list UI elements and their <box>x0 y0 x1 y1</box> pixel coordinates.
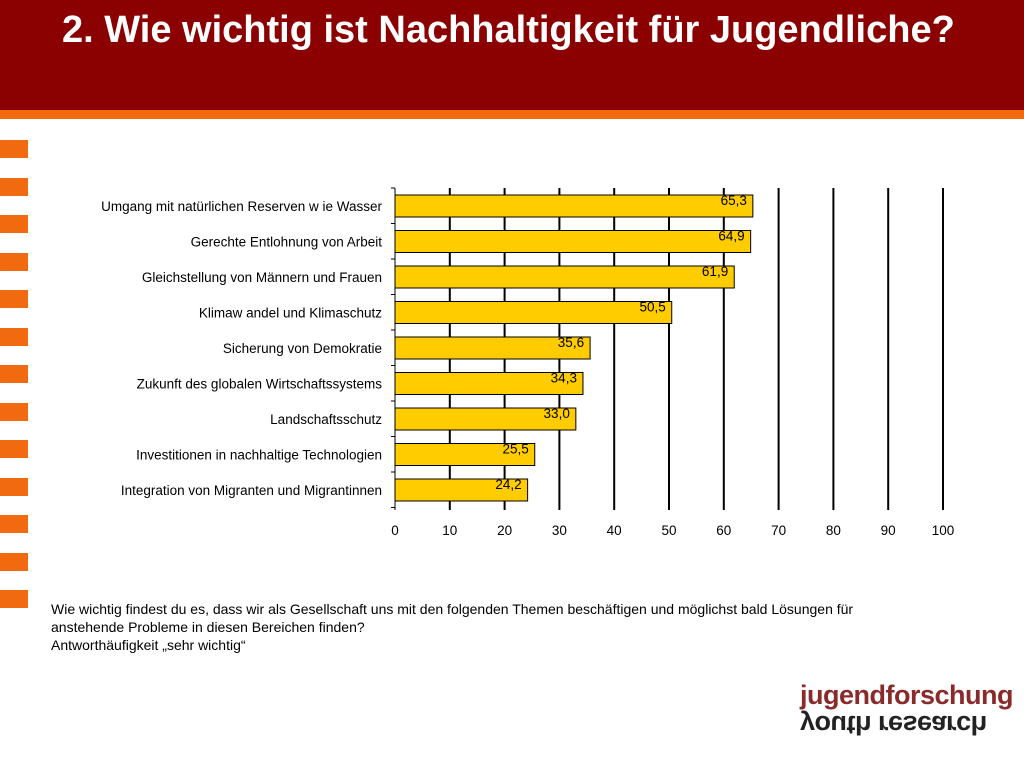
data-label: 35,6 <box>558 335 584 350</box>
x-tick-label: 90 <box>881 523 896 538</box>
bar <box>394 301 673 324</box>
page-title: 2. Wie wichtig ist Nachhaltigkeit für Ju… <box>62 9 955 51</box>
data-label: 25,5 <box>502 442 528 457</box>
bar <box>394 265 735 289</box>
title-banner <box>0 0 1024 110</box>
category-label: Gerechte Entlohnung von Arbeit <box>191 235 383 250</box>
decorative-square <box>0 290 28 308</box>
bar <box>394 478 529 502</box>
category-label: Investitionen in nachhaltige Technologie… <box>136 448 382 463</box>
decorative-square <box>0 552 28 571</box>
logo-text-top: jugendforschung <box>800 680 1013 710</box>
x-tick-label: 60 <box>716 523 731 538</box>
decorative-square <box>0 402 28 421</box>
category-label: Umgang mit natürlichen Reserven w ie Was… <box>101 199 382 214</box>
logo-text-bottom: youth research <box>800 710 987 740</box>
data-label: 61,9 <box>702 264 728 279</box>
decorative-square <box>0 140 28 158</box>
x-tick-label: 100 <box>932 523 955 538</box>
decorative-square <box>0 515 28 533</box>
x-tick-label: 50 <box>661 523 676 538</box>
bar <box>394 443 536 466</box>
caption-question-line-1: Wie wichtig findest du es, dass wir als … <box>51 601 854 617</box>
bar-chart: Umgang mit natürlichen Reserven w ie Was… <box>101 187 955 538</box>
x-tick-label: 30 <box>552 523 567 538</box>
x-tick-label: 20 <box>497 523 512 538</box>
bar <box>394 336 591 360</box>
category-label: Integration von Migranten und Migrantinn… <box>121 483 382 498</box>
caption-answer-note: Antworthäufigkeit „sehr wichtig“ <box>51 637 246 653</box>
data-label: 50,5 <box>639 300 665 315</box>
category-label: Klimaw andel und Klimaschutz <box>199 306 382 321</box>
bar <box>394 372 584 395</box>
decorative-square <box>0 215 28 233</box>
category-label: Gleichstellung von Männern und Frauen <box>142 270 382 285</box>
decorative-square <box>0 477 28 496</box>
decorative-square <box>0 440 28 458</box>
x-tick-label: 10 <box>442 523 457 538</box>
chart-caption: Wie wichtig findest du es, dass wir als … <box>51 600 981 654</box>
category-label: Landschaftsschutz <box>270 412 382 427</box>
brand-logo: jugendforschung youth research <box>800 680 1013 742</box>
data-label: 24,2 <box>495 477 521 492</box>
data-label: 33,0 <box>544 406 570 421</box>
decorative-square <box>0 590 28 608</box>
decorative-square <box>0 252 28 271</box>
x-tick-label: 40 <box>607 523 622 538</box>
decorative-square <box>0 327 28 346</box>
bar <box>394 407 577 431</box>
accent-stripe <box>0 110 1024 119</box>
category-label: Zukunft des globalen Wirtschaftssystems <box>137 377 383 392</box>
x-tick-label: 70 <box>771 523 786 538</box>
decorative-square <box>0 365 28 383</box>
data-label: 34,3 <box>551 371 577 386</box>
bar <box>394 230 752 253</box>
caption-question-line-2: anstehende Probleme in diesen Bereichen … <box>51 619 365 635</box>
data-label: 65,3 <box>721 193 747 208</box>
data-label: 64,9 <box>718 229 744 244</box>
decorative-square <box>0 177 28 196</box>
x-tick-label: 80 <box>826 523 841 538</box>
bar <box>394 194 754 218</box>
category-label: Sicherung von Demokratie <box>223 341 382 356</box>
x-tick-label: 0 <box>391 523 399 538</box>
